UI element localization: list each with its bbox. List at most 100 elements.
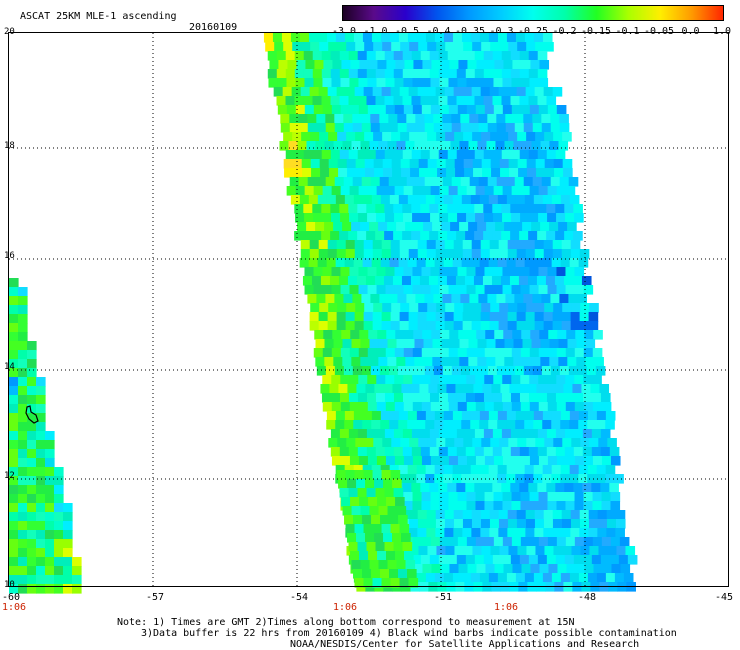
swath-cell [36, 377, 46, 387]
swath-cell [36, 521, 46, 531]
swath-cell [468, 339, 479, 349]
swath-cell [353, 411, 364, 421]
swath-cell [520, 537, 531, 547]
swath-cell [54, 521, 64, 531]
swath-cell [599, 384, 610, 394]
swath-cell [389, 195, 400, 205]
swath-cell [559, 177, 570, 187]
swath-cell [596, 573, 607, 583]
swath-cell [462, 528, 472, 538]
swath-cell [342, 141, 353, 151]
swath-cell [551, 420, 561, 430]
swath-cell [461, 195, 472, 205]
swath-cell [300, 240, 311, 250]
swath-cell [394, 267, 405, 277]
swath-cell [537, 96, 548, 106]
swath-cell [560, 195, 571, 205]
swath-cell [466, 375, 476, 385]
swath-cell [347, 276, 358, 286]
swath-cell [447, 447, 458, 457]
swath-cell [564, 429, 575, 439]
swath-cell [358, 267, 369, 277]
swath-cell [528, 447, 539, 457]
swath-cell [496, 366, 507, 376]
swath-cell [516, 240, 527, 250]
swath-cell [476, 60, 487, 70]
swath-cell [425, 573, 436, 583]
swath-cell [415, 177, 426, 187]
swath-cell [410, 384, 421, 394]
swath-cell [436, 42, 446, 52]
swath-cell [475, 186, 486, 196]
swath-cell [565, 285, 576, 295]
colorbar-tick-label: 0.0 [681, 26, 700, 37]
swath-cell [558, 357, 568, 367]
swath-cell [438, 555, 449, 565]
swath-cell [501, 69, 512, 79]
swath-cell [287, 60, 298, 70]
swath-cell [614, 573, 625, 583]
swath-cell [332, 330, 342, 340]
swath-cell [425, 465, 436, 475]
swath-cell [355, 159, 366, 169]
swath-cell [436, 159, 447, 169]
swath-cell [404, 551, 414, 561]
swath-cell [540, 339, 551, 349]
swath-cell [553, 303, 563, 313]
swath-cell [403, 348, 414, 358]
swath-cell [474, 555, 485, 565]
swath-cell [528, 231, 538, 241]
swath-cell [408, 519, 419, 529]
swath-cell [407, 195, 418, 205]
swath-cell [318, 249, 329, 259]
swath-cell [417, 321, 428, 331]
swath-cell [360, 141, 371, 151]
swath-cell [538, 348, 549, 358]
swath-cell [382, 438, 392, 448]
swath-cell [396, 222, 406, 232]
swath-cell [407, 420, 417, 430]
swath-cell [380, 420, 390, 430]
swath-cell [366, 204, 376, 214]
swath-cell [505, 123, 516, 133]
swath-cell [36, 494, 46, 504]
swath-cell [333, 141, 344, 151]
swath-cell [27, 584, 37, 594]
swath-cell [366, 447, 377, 457]
swath-cell [534, 87, 545, 97]
swath-cell [497, 573, 508, 583]
swath-cell [534, 519, 545, 529]
swath-cell [413, 330, 423, 340]
swath-cell [407, 411, 418, 421]
swath-cell [469, 114, 479, 124]
swath-cell [574, 285, 585, 295]
swath-cell [478, 366, 489, 376]
swath-cell [378, 506, 389, 516]
swath-cell [524, 420, 534, 430]
swath-cell [555, 555, 566, 565]
swath-cell [450, 222, 460, 232]
swath-cell [574, 537, 585, 547]
swath-cell [470, 420, 480, 430]
swath-cell [378, 560, 389, 570]
swath-cell [45, 467, 55, 477]
swath-cell [327, 321, 338, 331]
swath-cell [9, 278, 19, 288]
swath-cell [54, 575, 64, 585]
swath-cell [357, 204, 367, 214]
swath-cell [523, 114, 533, 124]
swath-cell [528, 204, 538, 214]
swath-cell [534, 240, 545, 250]
swath-cell [487, 294, 498, 304]
swath-cell [380, 515, 390, 525]
swath-cell [372, 87, 383, 97]
swath-cell [561, 240, 572, 250]
swath-cell [579, 510, 590, 520]
swath-cell [528, 483, 538, 493]
swath-cell [502, 213, 512, 223]
swath-cell [400, 303, 410, 313]
swath-cell [454, 132, 464, 142]
swath-cell [439, 375, 449, 385]
swath-cell [285, 150, 296, 160]
swath-cell [333, 339, 344, 349]
